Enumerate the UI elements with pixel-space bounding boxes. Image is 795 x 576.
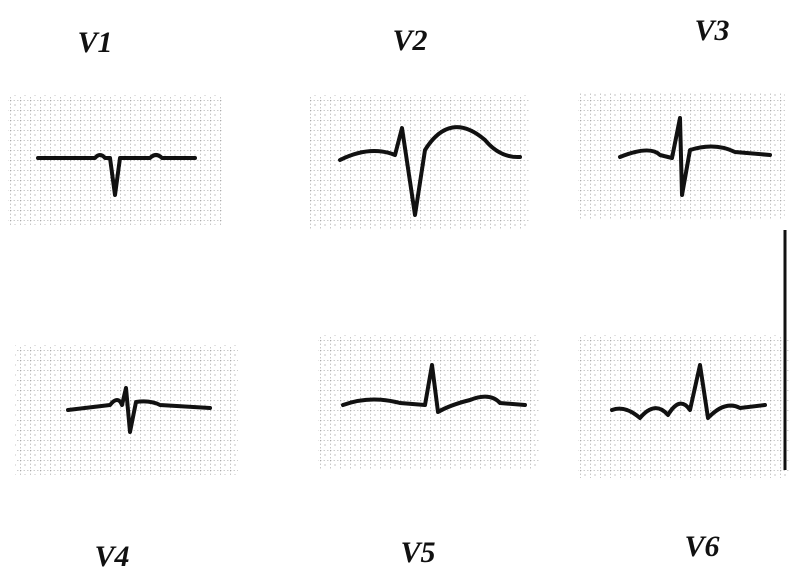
lead-label: V6 — [684, 530, 719, 563]
lead-label: V5 — [400, 536, 435, 569]
ecg-trace — [341, 363, 527, 414]
lead-label: V3 — [694, 14, 729, 47]
lead-v2: V2 — [310, 24, 530, 230]
ecg-trace — [36, 153, 197, 197]
lead-label: V1 — [77, 26, 112, 59]
ecg-trace — [66, 386, 212, 434]
lead-label: V4 — [94, 540, 129, 573]
ecg-trace — [338, 125, 522, 217]
lead-v3: V3 — [578, 14, 785, 220]
ecg-trace — [618, 116, 772, 197]
ecg-trace — [610, 363, 767, 420]
lead-label: V2 — [392, 24, 427, 57]
lead-v1: V1 — [8, 26, 222, 225]
grid-panel — [310, 95, 530, 230]
lead-v4: V4 — [15, 345, 238, 573]
lead-v5: V5 — [318, 335, 540, 569]
lead-v6: V6 — [578, 230, 790, 563]
